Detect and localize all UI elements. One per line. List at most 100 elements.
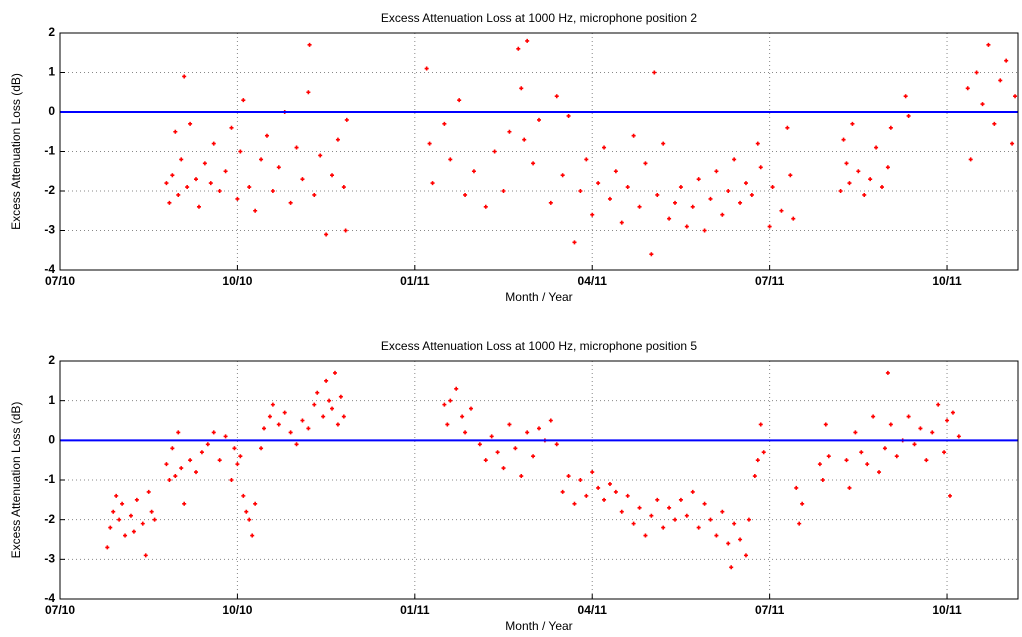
data-point bbox=[208, 181, 213, 186]
data-point bbox=[238, 454, 243, 459]
data-point bbox=[844, 458, 849, 463]
points bbox=[105, 370, 961, 570]
data-point bbox=[726, 541, 731, 546]
data-point bbox=[906, 113, 911, 118]
data-point bbox=[537, 426, 541, 431]
data-point bbox=[696, 177, 701, 182]
data-point bbox=[956, 434, 961, 439]
data-point bbox=[143, 553, 148, 558]
data-point bbox=[537, 117, 541, 122]
data-point bbox=[170, 173, 175, 178]
data-point bbox=[306, 90, 311, 95]
data-point bbox=[335, 137, 340, 142]
data-point bbox=[965, 86, 970, 91]
data-point bbox=[164, 181, 169, 186]
data-point bbox=[631, 133, 636, 138]
x-tick-label: 04/11 bbox=[578, 603, 608, 617]
data-point bbox=[758, 165, 763, 170]
data-point bbox=[738, 537, 743, 542]
data-point bbox=[590, 212, 595, 217]
data-point bbox=[300, 177, 305, 182]
data-point bbox=[253, 501, 258, 506]
data-point bbox=[241, 98, 246, 103]
data-point bbox=[906, 414, 911, 419]
data-point bbox=[823, 422, 828, 427]
data-point bbox=[341, 414, 346, 419]
data-point bbox=[758, 422, 763, 427]
data-point bbox=[625, 493, 630, 498]
data-point bbox=[714, 533, 719, 538]
data-point bbox=[264, 133, 269, 138]
data-point bbox=[149, 509, 154, 514]
data-point bbox=[262, 426, 267, 431]
data-point bbox=[1013, 94, 1018, 99]
data-point bbox=[259, 446, 264, 451]
data-point bbox=[294, 145, 299, 150]
data-point bbox=[312, 192, 317, 197]
x-tick-label: 04/11 bbox=[578, 274, 608, 288]
data-point bbox=[800, 501, 805, 506]
data-point bbox=[613, 169, 618, 174]
data-point bbox=[950, 410, 955, 415]
data-point bbox=[820, 478, 825, 482]
data-point bbox=[602, 145, 607, 150]
y-tick-label: 2 bbox=[48, 25, 55, 39]
data-point bbox=[708, 196, 713, 201]
data-point bbox=[182, 74, 187, 79]
data-point bbox=[194, 177, 199, 182]
data-point bbox=[894, 454, 899, 459]
data-point bbox=[194, 470, 199, 475]
data-point bbox=[123, 533, 128, 538]
data-point bbox=[244, 509, 249, 514]
data-point bbox=[947, 493, 952, 498]
data-point bbox=[105, 545, 110, 550]
data-point bbox=[702, 501, 707, 506]
data-point bbox=[882, 446, 887, 451]
data-point bbox=[522, 137, 527, 142]
data-point bbox=[924, 458, 929, 463]
data-point bbox=[507, 422, 512, 427]
data-point bbox=[513, 446, 518, 451]
data-point bbox=[838, 189, 843, 193]
data-point bbox=[655, 497, 660, 502]
data-point bbox=[702, 228, 707, 233]
points bbox=[164, 38, 1018, 257]
y-tick-label: -3 bbox=[44, 552, 55, 566]
y-tick-label: -1 bbox=[44, 144, 55, 158]
data-point bbox=[270, 189, 275, 193]
data-point bbox=[330, 406, 335, 411]
data-point bbox=[945, 418, 950, 423]
data-point bbox=[327, 398, 332, 403]
data-point bbox=[185, 185, 190, 190]
data-point bbox=[673, 200, 678, 205]
data-point bbox=[625, 185, 630, 190]
data-point bbox=[637, 505, 642, 510]
data-point bbox=[525, 430, 530, 435]
data-point bbox=[619, 509, 624, 514]
data-point bbox=[531, 454, 536, 459]
data-point bbox=[992, 121, 997, 126]
data-point bbox=[324, 378, 329, 383]
data-point bbox=[871, 414, 876, 419]
data-point bbox=[862, 192, 867, 197]
y-tick-label: -4 bbox=[44, 262, 55, 276]
y-tick-label: -4 bbox=[44, 591, 55, 605]
data-point bbox=[167, 200, 172, 205]
data-point bbox=[483, 458, 488, 463]
data-point bbox=[643, 161, 648, 166]
data-point bbox=[318, 153, 323, 158]
data-point bbox=[235, 462, 240, 467]
y-tick-label: 2 bbox=[48, 353, 55, 367]
data-point bbox=[1004, 58, 1009, 63]
data-point bbox=[196, 204, 201, 209]
data-point bbox=[492, 149, 497, 154]
data-point bbox=[300, 418, 305, 423]
data-point bbox=[690, 489, 695, 494]
plot-frame bbox=[59, 32, 1019, 271]
data-point bbox=[643, 533, 648, 538]
data-point bbox=[655, 192, 660, 197]
data-point bbox=[572, 240, 577, 245]
data-point bbox=[817, 462, 822, 467]
y-axis-label: Excess Attenuation Loss (dB) bbox=[9, 402, 23, 559]
data-point bbox=[152, 517, 157, 522]
